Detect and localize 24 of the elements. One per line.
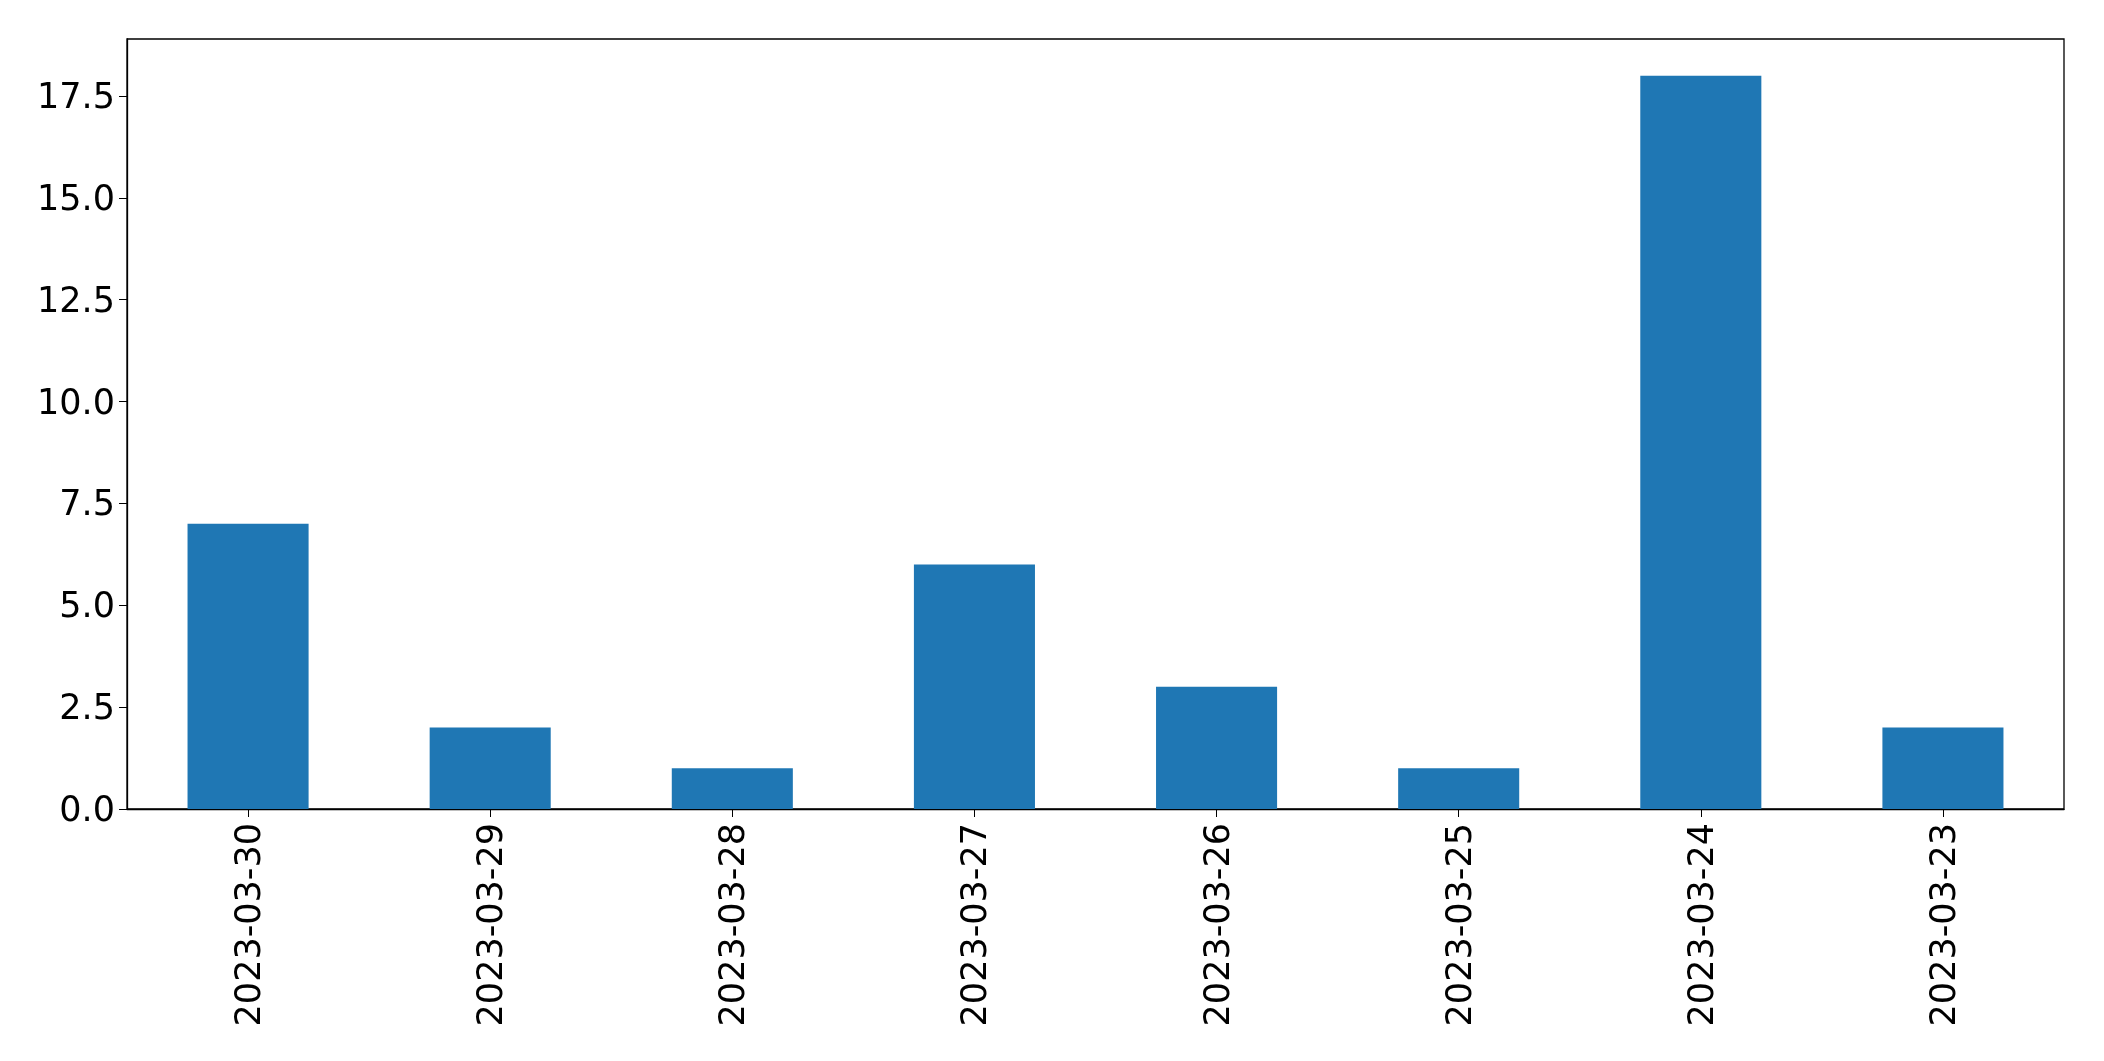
y-tick-label: 17.5 bbox=[37, 76, 115, 117]
x-tick-label: 2023-03-28 bbox=[712, 823, 753, 1027]
y-tick-label: 10.0 bbox=[37, 381, 115, 422]
bar bbox=[671, 768, 793, 809]
bar bbox=[913, 564, 1035, 809]
x-tick-label: 2023-03-24 bbox=[1680, 823, 1721, 1027]
bar bbox=[1640, 75, 1762, 809]
y-tick-label: 2.5 bbox=[59, 687, 115, 728]
bar bbox=[1882, 727, 2004, 809]
x-tick-label: 2023-03-26 bbox=[1196, 823, 1237, 1027]
y-tick-label: 12.5 bbox=[37, 279, 115, 320]
x-tick-label: 2023-03-29 bbox=[470, 823, 511, 1027]
bar bbox=[1156, 686, 1278, 809]
x-tick-label: 2023-03-23 bbox=[1922, 823, 1963, 1027]
y-tick-label: 7.5 bbox=[59, 483, 115, 524]
y-tick-label: 5.0 bbox=[59, 585, 115, 626]
bar bbox=[187, 523, 309, 809]
x-tick-label: 2023-03-30 bbox=[228, 823, 269, 1027]
y-tick-label: 15.0 bbox=[37, 177, 115, 218]
x-tick-label: 2023-03-25 bbox=[1438, 823, 1479, 1027]
bar bbox=[429, 727, 551, 809]
y-tick-label: 0.0 bbox=[59, 789, 115, 829]
bar bbox=[1398, 768, 1520, 809]
x-tick-label: 2023-03-27 bbox=[954, 823, 995, 1027]
